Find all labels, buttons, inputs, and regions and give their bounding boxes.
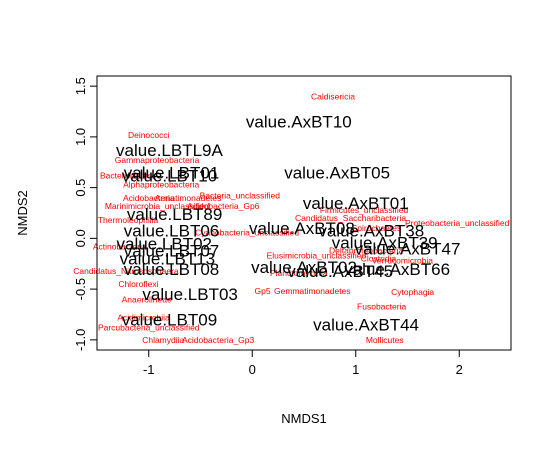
- sample-label: value.AxBT01: [303, 194, 409, 213]
- sample-label: value.LBT10: [122, 166, 217, 185]
- y-tick-label: 1.0: [73, 128, 88, 146]
- sample-label: value.LBT03: [142, 285, 237, 304]
- x-tick-label: -1: [143, 362, 155, 377]
- taxon-label: Chlamydiia: [142, 335, 184, 345]
- taxon-label: Gp5: [255, 286, 271, 296]
- x-axis-title: NMDS1: [281, 411, 327, 426]
- taxon-label: Caldisericia: [311, 91, 355, 101]
- y-tick-label: -0.5: [73, 278, 88, 300]
- sample-label: value.LBT09: [122, 311, 217, 330]
- x-tick-label: 0: [249, 362, 256, 377]
- taxon-label: Deinococci: [128, 130, 170, 140]
- y-tick-label: 0.0: [73, 229, 88, 247]
- y-tick-label: -1.0: [73, 329, 88, 351]
- taxon-label: Gemmatimonadetes: [274, 286, 351, 296]
- sample-label: value.LBT08: [124, 260, 219, 279]
- y-tick-label: 0.5: [73, 179, 88, 197]
- sample-label: value.AxBT02: [251, 258, 357, 277]
- taxon-label: Mollicutes: [366, 335, 404, 345]
- x-tick-label: 1: [352, 362, 359, 377]
- sample-label: value.LBTL9A: [116, 141, 223, 160]
- taxon-label: Cytophagia: [391, 287, 434, 297]
- sample-label: value.AxBT47: [355, 240, 461, 259]
- y-axis-title: NMDS2: [15, 190, 30, 236]
- taxon-label: Bacteria_unclassified: [200, 191, 281, 201]
- taxon-label: Fusobacteria: [357, 301, 406, 311]
- y-tick-label: 1.5: [73, 77, 88, 95]
- taxon-label: Acidobacteria_Gp3: [182, 335, 255, 345]
- sample-label: value.AxBT44: [313, 316, 419, 335]
- x-tick-label: 2: [456, 362, 463, 377]
- sample-label: value.AxBT10: [246, 113, 352, 132]
- sample-label: value.AxBT05: [284, 163, 390, 182]
